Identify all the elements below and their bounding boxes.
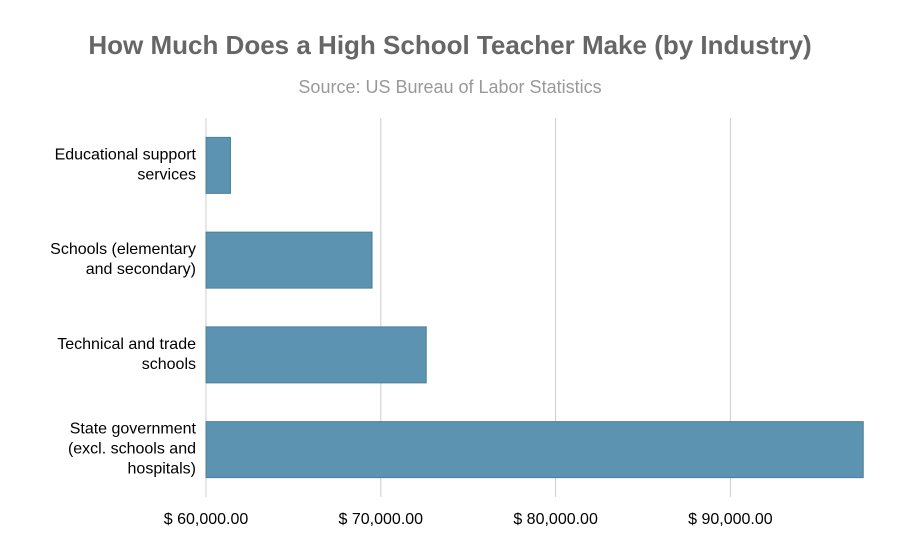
x-tick-label: $ 70,000.00 [339, 511, 424, 528]
y-tick-label: Schools (elementary and secondary) [50, 241, 196, 278]
x-tick-label: $ 90,000.00 [688, 511, 773, 528]
y-tick-label: State government (excl. schools and hospit… [68, 421, 197, 478]
x-tick-label: $ 80,000.00 [513, 511, 598, 528]
bar [205, 231, 373, 289]
chart-title: How Much Does a High School Teacher Make… [88, 30, 811, 60]
bar [205, 136, 231, 194]
bar [205, 326, 427, 384]
bar [205, 421, 864, 479]
y-tick-label: Technical and trade schools [57, 336, 196, 373]
y-tick-label: Educational support services [55, 147, 197, 184]
x-tick-label: $ 60,000.00 [164, 511, 249, 528]
chart-subtitle: Source: US Bureau of Labor Statistics [298, 77, 601, 97]
